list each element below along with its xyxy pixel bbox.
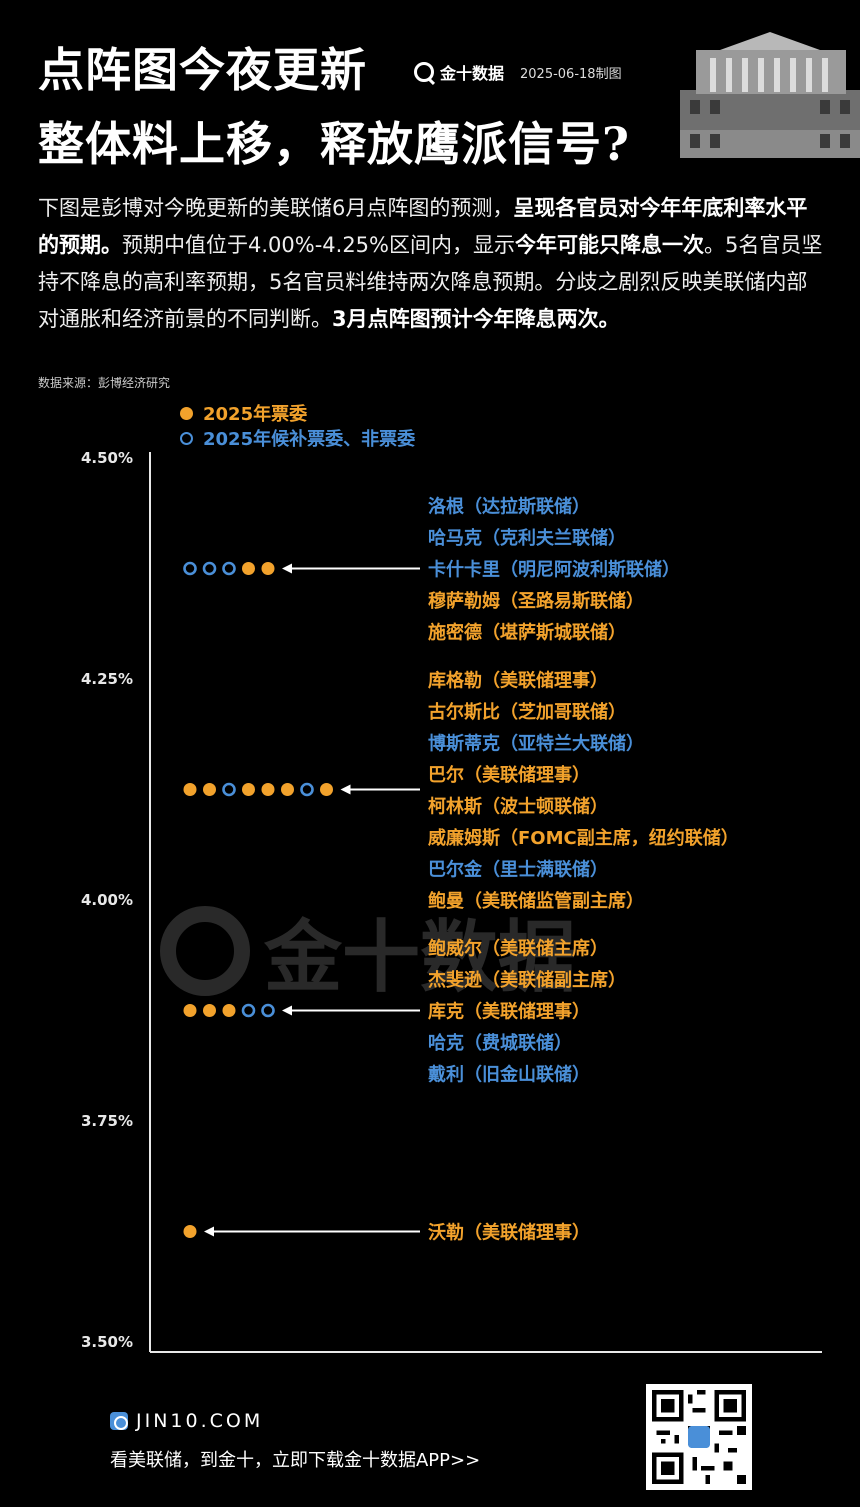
official-name: 施密德（堪萨斯城联储） [428, 622, 626, 644]
dot-voter [261, 562, 275, 575]
arrow-head-icon [282, 1005, 292, 1016]
arrow-head-icon [204, 1226, 214, 1237]
official-name: 卡什卡里（明尼阿波利斯联储） [428, 559, 680, 581]
arrow-head-icon [282, 563, 292, 574]
jin10-app-icon [110, 1412, 128, 1430]
footer-site[interactable]: JIN10.COM [136, 1410, 264, 1432]
fed-building-icon [680, 32, 860, 158]
y-tick-label: 3.50% [81, 1333, 133, 1351]
qr-code[interactable] [646, 1384, 752, 1490]
dot-voter [183, 783, 197, 796]
dot-voter [183, 1004, 197, 1017]
intro-bold-2: 今年可能只降息一次 [515, 233, 705, 257]
chart-date: 2025-06-18制图 [520, 66, 622, 82]
intro-text-2: 预期中值位于4.00%-4.25%区间内，显示 [122, 233, 516, 257]
dot-voter [281, 783, 294, 796]
dot-alternate [300, 782, 314, 797]
dot-voter [261, 783, 275, 796]
footer-slogan[interactable]: 看美联储，到金十，立即下载金十数据APP>> [110, 1450, 481, 1471]
official-name: 库克（美联储理事） [428, 1001, 590, 1023]
dot-voter [242, 562, 255, 575]
arrow-head-icon [340, 784, 351, 795]
official-name: 巴尔（美联储理事） [428, 764, 590, 786]
legend-voter-label: 2025年票委 [203, 404, 308, 425]
dot-voter [183, 1225, 197, 1238]
data-source: 数据来源：彭博经济研究 [38, 376, 171, 390]
title-line-1: 点阵图今夜更新 [38, 43, 367, 97]
official-name: 威廉姆斯（FOMC副主席，纽约联储） [428, 827, 739, 849]
dot-voter [222, 1004, 236, 1017]
dot-alternate [222, 561, 236, 576]
official-name: 柯林斯（波士顿联储） [428, 795, 608, 817]
official-name: 鲍威尔（美联储主席） [428, 938, 608, 960]
y-tick-label: 4.25% [81, 670, 133, 688]
intro-text-3: 。5名官员坚持不降息的高利率预期，5名官员料维持两次降息预期。分歧之剧烈反映美联… [38, 233, 823, 331]
title-line-2: 整体料上移，释放鹰派信号? [38, 117, 630, 171]
official-name: 沃勒（美联储理事） [428, 1222, 590, 1244]
dot-alternate [261, 1003, 275, 1018]
official-name: 杰斐逊（美联储副主席） [428, 969, 626, 991]
official-name: 穆萨勒姆（圣路易斯联储） [428, 590, 644, 612]
intro-text-1: 下图是彭博对今晚更新的美联储6月点阵图的预测， [38, 196, 514, 220]
official-name: 博斯蒂克（亚特兰大联储） [428, 732, 644, 754]
dot-voter [242, 783, 255, 796]
dot-voter [320, 783, 333, 796]
qr-code-icon [652, 1390, 746, 1484]
filled-dot-icon [180, 406, 193, 420]
official-name: 哈马克（克利夫兰联储） [428, 527, 626, 549]
hollow-dot-icon [180, 431, 193, 445]
official-name: 戴利（旧金山联储） [428, 1064, 590, 1086]
dot-voter [203, 1004, 216, 1017]
watermark: 金十数据 [160, 895, 576, 1007]
jin10-logo-icon [414, 62, 434, 82]
intro-bold-1: 呈现各官员对今年年底利率水平的预期。 [38, 196, 808, 257]
footer-brand[interactable]: JIN10.COM [110, 1410, 263, 1432]
dot-alternate [241, 1003, 256, 1018]
legend-alternate-label: 2025年候补票委、非票委 [203, 429, 416, 450]
intro-paragraph: 下图是彭博对今晚更新的美联储6月点阵图的预测，呈现各官员对今年年底利率水平的预期… [38, 190, 828, 338]
official-name: 哈克（费城联储） [428, 1032, 572, 1054]
dot-alternate [183, 561, 197, 576]
legend-voter: 2025年票委 [180, 400, 307, 426]
brand-header: 金十数据 2025-06-18制图 [414, 60, 622, 84]
brand-name: 金十数据 [440, 64, 505, 83]
y-tick-label: 4.50% [81, 449, 133, 467]
official-name: 古尔斯比（芝加哥联储） [428, 701, 626, 723]
official-name: 洛根（达拉斯联储） [428, 496, 590, 518]
y-tick-label: 4.00% [81, 891, 133, 909]
official-name: 巴尔金（里士满联储） [428, 858, 608, 880]
watermark-text: 金十数据 [264, 913, 577, 1003]
dot-voter [203, 783, 216, 796]
official-name: 库格勒（美联储理事） [428, 669, 608, 691]
official-name: 鲍曼（美联储监管副主席） [428, 890, 644, 912]
y-tick-label: 3.75% [81, 1112, 133, 1130]
intro-bold-3: 3月点阵图预计今年降息两次。 [332, 307, 620, 331]
dot-alternate [222, 782, 236, 797]
dot-alternate [202, 561, 217, 576]
legend-alternate: 2025年候补票委、非票委 [180, 425, 415, 451]
